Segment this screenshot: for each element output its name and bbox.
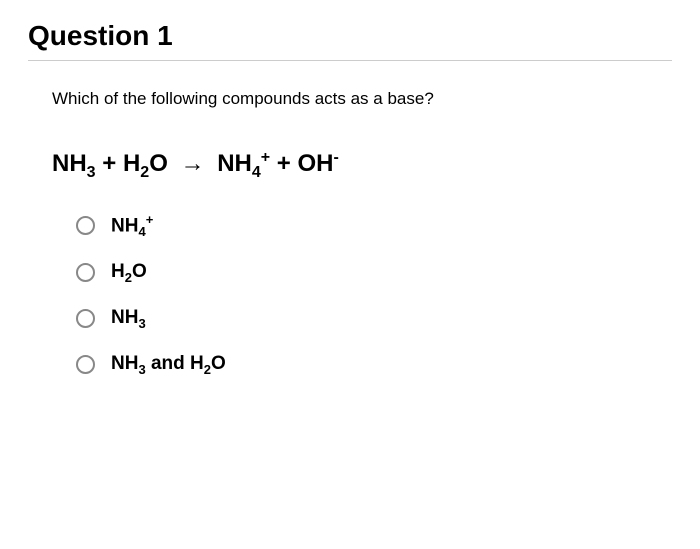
product-oh: OH- [297,150,338,177]
product-nh4: NH4+ [217,150,270,177]
option-h2o[interactable]: H2O [76,261,672,285]
radio-icon[interactable] [76,309,95,328]
radio-icon[interactable] [76,216,95,235]
options-list: NH4+ H2O NH3 NH3 and H2O [76,212,672,377]
radio-icon[interactable] [76,355,95,374]
reaction-arrow: → [181,150,205,178]
question-title: Question 1 [28,20,672,61]
option-label: NH4+ [111,212,153,239]
option-label: NH3 and H2O [111,353,226,377]
plus-sign: + [270,150,297,177]
option-nh3[interactable]: NH3 [76,307,672,331]
option-nh3-and-h2o[interactable]: NH3 and H2O [76,353,672,377]
reactant-h2o: H2O [123,150,168,177]
option-label: H2O [111,261,147,285]
plus-sign: + [96,150,123,177]
equation: NH3 + H2O → NH4+ + OH- [52,149,672,182]
radio-icon[interactable] [76,263,95,282]
reactant-nh3: NH3 [52,150,96,177]
question-prompt: Which of the following compounds acts as… [52,89,672,109]
option-nh4[interactable]: NH4+ [76,212,672,239]
option-label: NH3 [111,307,146,331]
